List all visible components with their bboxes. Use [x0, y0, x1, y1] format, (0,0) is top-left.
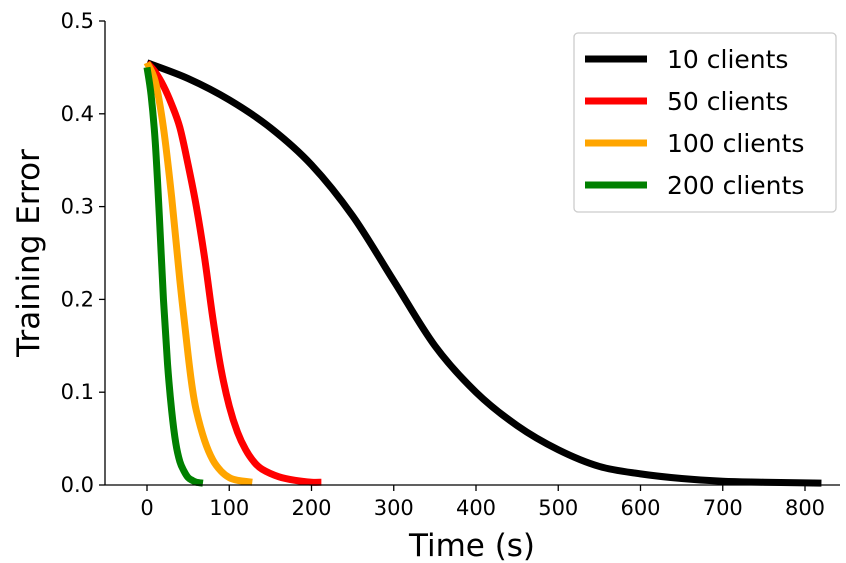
x-tick-label: 500: [538, 496, 578, 520]
series-line-200-clients: [143, 66, 204, 487]
y-tick-label: 0.5: [61, 9, 94, 33]
y-tick-label: 0.3: [61, 195, 94, 219]
legend: 10 clients 50 clients 100 clients 200 clien…: [573, 32, 837, 213]
series-layer: [143, 59, 822, 487]
x-tick-label: 300: [374, 496, 414, 520]
legend-label-100-clients: 100 clients: [667, 129, 804, 158]
legend-label-50-clients: 50 clients: [667, 87, 788, 116]
x-tick-label: 700: [703, 496, 743, 520]
y-ticks: 0.0 0.1 0.2 0.3 0.4 0.5: [61, 9, 105, 497]
x-ticks: 0 100 200 300 400 500 600 700 800: [140, 485, 825, 520]
legend-label-10-clients: 10 clients: [667, 45, 788, 74]
x-tick-label: 100: [209, 496, 249, 520]
x-axis-title: Time (s): [408, 528, 535, 563]
x-tick-label: 400: [456, 496, 496, 520]
x-tick-label: 800: [785, 496, 825, 520]
series-line-50-clients: [144, 60, 322, 486]
y-axis-title: Training Error: [11, 149, 47, 358]
x-tick-label: 600: [620, 496, 660, 520]
x-tick-label: 0: [140, 496, 153, 520]
legend-label-200-clients: 200 clients: [667, 171, 804, 200]
y-tick-label: 0.4: [61, 102, 94, 126]
series-line-100-clients: [143, 61, 253, 486]
x-tick-label: 200: [291, 496, 331, 520]
y-tick-label: 0.1: [61, 380, 94, 404]
y-tick-label: 0.2: [61, 287, 94, 311]
series-line-10-clients: [145, 59, 822, 487]
legend-frame: [573, 32, 837, 213]
y-tick-label: 0.0: [61, 473, 94, 497]
